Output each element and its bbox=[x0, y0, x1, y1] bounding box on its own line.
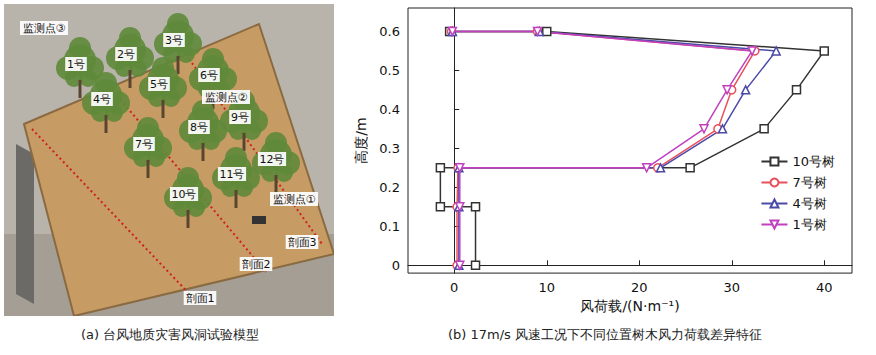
svg-text:1号: 1号 bbox=[67, 58, 85, 71]
html-text:(b) 17m/s 风速工况下不同位置树木风力荷载差异特征: (b) 17m/s 风速工况下不同位置树木风力荷载差异特征 bbox=[448, 327, 762, 342]
svg-text:监测点②: 监测点② bbox=[205, 91, 248, 104]
svg-text:11号: 11号 bbox=[220, 168, 245, 181]
svg-text:30: 30 bbox=[723, 280, 740, 295]
svg-text:8号: 8号 bbox=[190, 121, 208, 134]
svg-text:0.2: 0.2 bbox=[379, 180, 400, 195]
svg-text:高度/m: 高度/m bbox=[353, 117, 369, 163]
svg-text:10号: 10号 bbox=[172, 188, 197, 201]
svg-text:4号: 4号 bbox=[93, 93, 111, 106]
svg-text:12号: 12号 bbox=[260, 153, 285, 166]
svg-text:7号树: 7号树 bbox=[792, 175, 826, 190]
svg-text:40: 40 bbox=[816, 280, 833, 295]
svg-text:0.3: 0.3 bbox=[379, 141, 400, 156]
svg-text:剖面3: 剖面3 bbox=[288, 236, 317, 249]
svg-text:监测点①: 监测点① bbox=[273, 193, 316, 206]
svg-text:3号: 3号 bbox=[165, 34, 183, 47]
svg-text:0.5: 0.5 bbox=[379, 63, 400, 78]
svg-text:0: 0 bbox=[392, 258, 400, 273]
svg-text:0.6: 0.6 bbox=[379, 24, 400, 39]
svg-text:20: 20 bbox=[631, 280, 648, 295]
svg-text:剖面1: 剖面1 bbox=[186, 292, 215, 305]
svg-text:6号: 6号 bbox=[200, 69, 218, 82]
html-text:(a) 台风地质灾害风洞试验模型: (a) 台风地质灾害风洞试验模型 bbox=[80, 327, 260, 342]
svg-text:2号: 2号 bbox=[117, 48, 135, 61]
svg-text:1号树: 1号树 bbox=[792, 217, 826, 232]
svg-text:10: 10 bbox=[538, 280, 555, 295]
svg-text:风荷载/(N·m⁻¹): 风荷载/(N·m⁻¹) bbox=[580, 298, 679, 314]
svg-text:剖面2: 剖面2 bbox=[242, 258, 271, 271]
svg-text:监测点③: 监测点③ bbox=[23, 22, 66, 35]
svg-text:0.4: 0.4 bbox=[379, 102, 400, 117]
svg-text:0.1: 0.1 bbox=[379, 219, 400, 234]
svg-text:4号树: 4号树 bbox=[792, 196, 826, 211]
svg-text:10号树: 10号树 bbox=[792, 154, 835, 169]
svg-text:7号: 7号 bbox=[135, 138, 153, 151]
svg-text:0: 0 bbox=[450, 280, 458, 295]
svg-text:9号: 9号 bbox=[231, 111, 249, 124]
svg-text:5号: 5号 bbox=[150, 78, 168, 91]
